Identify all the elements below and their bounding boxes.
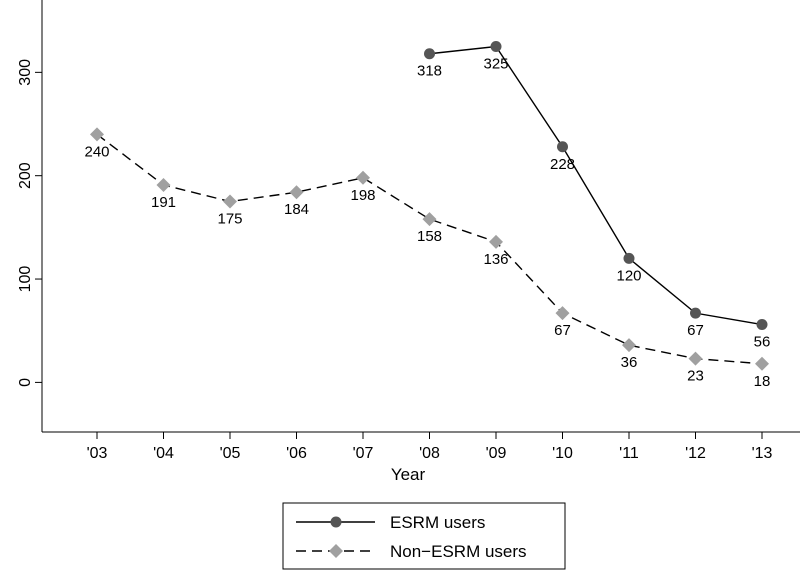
legend-marker-non-esrm-users [329, 544, 343, 558]
plot-area: 318 3252281206756240191175184198158136673… [84, 41, 770, 390]
x-tick-label-10: '13 [752, 445, 773, 462]
point-esrm-users-10 [756, 319, 768, 331]
data-label-esrm-users-6: 325 [483, 56, 508, 73]
data-label-non-esrm-users-9: 23 [687, 368, 704, 385]
point-esrm-users-8 [623, 252, 635, 264]
x-tick-label-6: '09 [486, 445, 507, 462]
data-label-non-esrm-users-8: 36 [621, 354, 638, 371]
point-non-esrm-users-4 [356, 170, 370, 185]
legend-marker-esrm-users [330, 516, 342, 528]
x-tick-label-0: '03 [87, 445, 108, 462]
y-ticks: 0 100 200 300 [17, 59, 42, 387]
legend: ESRM users Non−ESRM users [282, 502, 566, 570]
point-non-esrm-users-7 [555, 306, 570, 321]
point-esrm-users-7 [557, 141, 568, 153]
point-non-esrm-users-5 [422, 212, 437, 227]
series-esrm-users: 318 325 228 120 67 56 [417, 41, 770, 351]
point-non-esrm-users-2 [223, 194, 237, 209]
series-line-esrm-users [429, 45, 763, 326]
data-label-esrm-users-8: 120 [616, 267, 641, 284]
data-label-esrm-users-7: 228 [550, 156, 575, 173]
data-label-non-esrm-users-0: 240 [84, 143, 109, 160]
data-label-non-esrm-users-3: 184 [284, 201, 309, 218]
x-tick-label-1: '04 [153, 445, 174, 462]
y-tick-label-300: 300 [17, 59, 34, 86]
y-tick-label-100: 100 [17, 266, 34, 293]
legend-box [282, 502, 566, 570]
data-label-non-esrm-users-2: 175 [217, 211, 242, 228]
y-tick-label-200: 200 [17, 162, 34, 189]
point-non-esrm-users-3 [289, 185, 304, 200]
point-esrm-users-9 [690, 307, 701, 319]
point-non-esrm-users-10 [755, 356, 769, 371]
data-label-non-esrm-users-4: 198 [350, 187, 375, 204]
x-ticks: '03 '04 '05 '06 '07 '08 '09 '10 '11 '12 '13 [87, 432, 773, 462]
legend-label-esrm-users: ESRM users [390, 513, 485, 532]
x-tick-label-2: '05 [220, 445, 241, 462]
series-non-esrm-users: 240 191 175 184 198 158 136 67 36 23 18 [84, 127, 771, 390]
x-tick-label-9: '12 [685, 445, 706, 462]
data-label-esrm-users-5: 318 [417, 63, 442, 80]
x-tick-label-5: '08 [419, 445, 440, 462]
legend-label-non-esrm-users: Non−ESRM users [390, 542, 527, 561]
point-non-esrm-users-8 [622, 338, 636, 353]
point-non-esrm-users-9 [688, 351, 703, 366]
y-tick-label-0: 0 [17, 378, 34, 387]
x-tick-label-4: '07 [353, 445, 374, 462]
x-tick-label-3: '06 [286, 445, 307, 462]
data-label-non-esrm-users-5: 158 [417, 228, 442, 245]
data-label-non-esrm-users-6: 136 [483, 251, 508, 268]
point-esrm-users-5 [424, 48, 435, 60]
data-label-non-esrm-users-7: 67 [554, 322, 571, 339]
data-label-non-esrm-users-10: 18 [754, 373, 771, 390]
data-label-non-esrm-users-1: 191 [151, 194, 176, 211]
series-line-non-esrm-users [96, 133, 763, 365]
point-esrm-users-6 [490, 41, 502, 53]
data-label-esrm-users-10: 56 [754, 334, 771, 351]
point-non-esrm-users-6 [489, 234, 503, 249]
x-axis-title: Year [391, 465, 426, 484]
x-tick-label-8: '11 [619, 445, 639, 462]
x-tick-label-7: '10 [552, 445, 573, 462]
point-non-esrm-users-1 [156, 177, 171, 192]
point-non-esrm-users-0 [90, 127, 104, 142]
data-label-esrm-users-9: 67 [687, 322, 704, 339]
